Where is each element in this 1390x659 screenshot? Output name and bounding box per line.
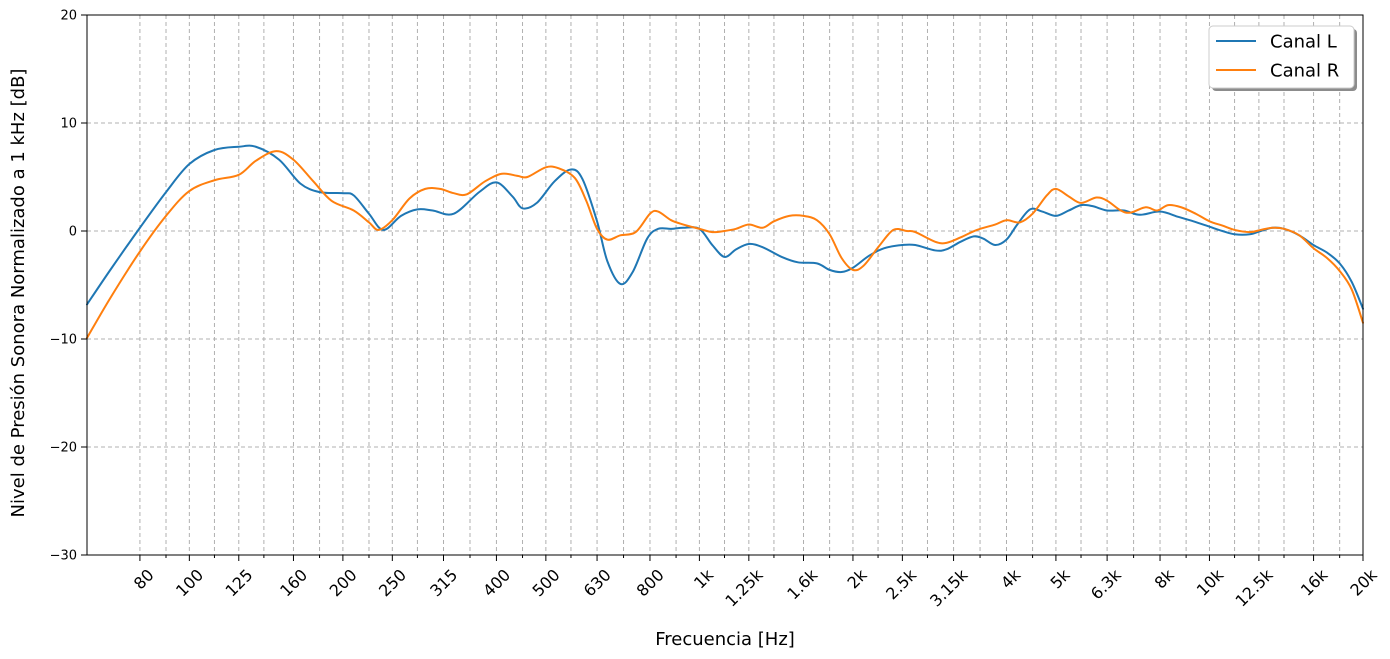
y-tick-label: 10 xyxy=(60,117,77,132)
y-tick-label: 0 xyxy=(69,225,77,240)
series-line-canal-r xyxy=(86,150,1364,339)
legend-label-canal-r: Canal R xyxy=(1270,61,1339,82)
legend-label-canal-l: Canal L xyxy=(1270,32,1337,53)
y-tick-label: −10 xyxy=(50,333,77,348)
y-axis-title: Nivel de Presión Sonora Normalizado a 1 … xyxy=(8,69,29,518)
y-tick-label: 20 xyxy=(60,9,77,24)
x-axis-title: Frecuencia [Hz] xyxy=(655,629,795,650)
legend: Canal L Canal R xyxy=(1208,25,1357,91)
grid-layer xyxy=(87,15,1364,555)
y-tick-label: −30 xyxy=(50,549,77,564)
y-tick-label: −20 xyxy=(50,441,77,456)
series-layer xyxy=(86,144,1364,339)
